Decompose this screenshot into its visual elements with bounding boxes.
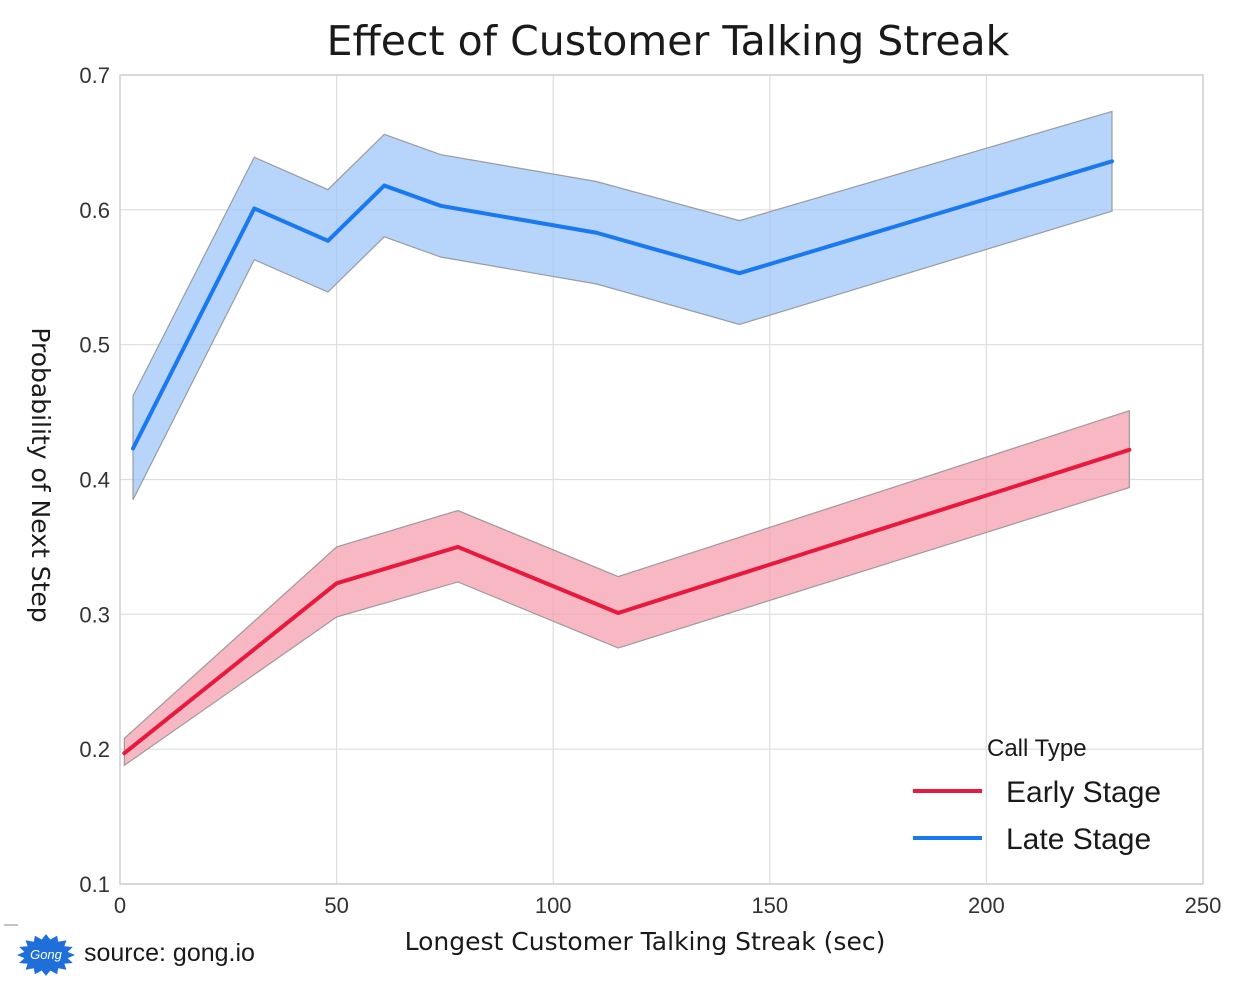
source-text: source: gong.io bbox=[84, 939, 255, 967]
band-early-stage bbox=[123, 409, 1130, 767]
x-tick-label-150: 150 bbox=[751, 893, 788, 918]
x-tick-label-50: 50 bbox=[324, 893, 348, 918]
x-tick-label-200: 200 bbox=[968, 893, 1005, 918]
y-tick-label-0-6: 0.6 bbox=[79, 198, 110, 223]
gong-badge-icon bbox=[17, 934, 75, 976]
y-tick-label-0-7: 0.7 bbox=[79, 63, 110, 88]
source-credit: Gong source: gong.io bbox=[17, 934, 255, 976]
x-axis-ticks: 0 50 100 150 200 250 bbox=[114, 893, 1221, 918]
chart-title: Effect of Customer Talking Streak bbox=[327, 17, 1010, 65]
x-tick-label-100: 100 bbox=[535, 893, 572, 918]
plot-frame bbox=[119, 74, 1204, 885]
x-axis-title: Longest Customer Talking Streak (sec) bbox=[405, 927, 886, 956]
legend: Call Type Early Stage Late Stage bbox=[913, 735, 1161, 856]
y-tick-label-0-2: 0.2 bbox=[79, 737, 110, 762]
series-lines bbox=[122, 159, 1132, 756]
legend-label-late-stage: Late Stage bbox=[1006, 823, 1151, 856]
y-tick-label-0-4: 0.4 bbox=[79, 468, 110, 493]
y-tick-label-0-1: 0.1 bbox=[79, 872, 110, 897]
x-tick-label-0: 0 bbox=[114, 893, 126, 918]
legend-label-early-stage: Early Stage bbox=[1006, 776, 1161, 809]
legend-title: Call Type bbox=[987, 735, 1087, 762]
gong-logo-text: Gong bbox=[30, 947, 63, 962]
y-axis-ticks: 0.1 0.2 0.3 0.4 0.5 0.6 0.7 bbox=[79, 63, 110, 897]
plot-area bbox=[119, 74, 1204, 885]
y-tick-label-0-3: 0.3 bbox=[79, 602, 110, 627]
y-tick-label-0-5: 0.5 bbox=[79, 333, 110, 358]
x-tick-label-250: 250 bbox=[1185, 893, 1222, 918]
y-axis-title: Probability of Next Step bbox=[26, 327, 55, 622]
line-late-stage bbox=[130, 159, 1115, 451]
band-late-stage bbox=[132, 110, 1113, 500]
gong-logo: Gong bbox=[17, 934, 75, 976]
confidence-bands bbox=[123, 110, 1130, 767]
